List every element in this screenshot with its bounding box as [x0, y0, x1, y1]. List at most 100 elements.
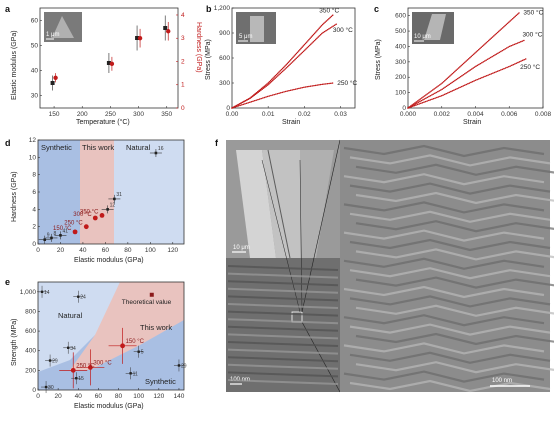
panel-f-mid-texture-stripe	[227, 356, 339, 363]
panel-c-scalebar-label: 10 μm	[414, 34, 431, 40]
panel-c-series-label: 250 °C	[520, 63, 540, 71]
panel-e-ref-point	[67, 346, 70, 349]
panel-e-ref-label: 11	[133, 371, 138, 377]
panel-c: c 10 μm 0.000 0.002 0.004 0.006 0.008 0 100 200…	[374, 4, 552, 126]
panel-d-thiswork-label: 300 °C	[73, 212, 92, 218]
panel-e-theory-label: Theoretical value	[122, 299, 172, 306]
panel-f-mid-texture-stripe	[227, 287, 339, 294]
panel-b-xtick-label: 0.02	[298, 111, 311, 118]
panel-c-curve-line	[407, 12, 520, 109]
panel-e-ref-label: 5	[141, 350, 144, 356]
panel-d-xtick-label: 0	[36, 247, 40, 254]
panel-c-xtick-label: 0.008	[535, 111, 552, 118]
panel-d-region-synthetic	[38, 140, 80, 244]
panel-a-marks	[50, 15, 171, 91]
panel-d-thiswork-point	[72, 229, 78, 235]
panel-e-ref-point	[77, 295, 80, 298]
panel-c-curve	[407, 39, 526, 109]
panel-a-ylabel: Elastic modulus (GPa)	[11, 30, 18, 100]
panel-e-xtick-label: 100	[133, 393, 144, 400]
panel-c-xtick-label: 0.004	[467, 111, 484, 118]
panel-f-texture	[227, 144, 554, 393]
panel-e-ref-label: 14	[44, 290, 50, 296]
panel-a-sem-pillar	[52, 16, 74, 38]
panel-f-texture-stripe	[349, 351, 551, 364]
panel-b-ytick-label: 600	[219, 55, 230, 62]
panel-d-ytick-label: 8	[32, 172, 36, 179]
panel-d-thiswork-point	[83, 224, 89, 230]
panel-a-y2tick-label: 2	[181, 58, 185, 65]
panel-f-texture-stripe	[343, 342, 545, 355]
panel-e-xlabel: Elastic modulus (GPa)	[74, 403, 144, 410]
panel-e-thiswork-label: 250 °C	[76, 363, 95, 369]
panel-d-xlabel: Elastic modulus (GPa)	[74, 257, 144, 264]
panel-f-mid-texture-stripe	[227, 272, 339, 279]
panel-d-ref-point	[59, 234, 62, 237]
panel-e-xtick-label: 20	[55, 393, 63, 400]
panel-e-thiswork-point	[70, 367, 76, 373]
panel-a-letter: a	[5, 4, 11, 14]
panel-c-curve-line	[407, 39, 525, 109]
panel-e-ref-label: 24	[80, 295, 86, 301]
panel-a-y2label: Hardness (GPa)	[195, 22, 202, 73]
panel-b-axes: 0.00 0.01 0.02 0.03 0 300 600 900 1,200	[214, 5, 348, 118]
panel-b-ytick-label: 900	[219, 30, 230, 37]
panel-c-letter: c	[374, 4, 379, 14]
panel-d-ref-label: 9	[47, 233, 50, 239]
panel-d-region-thiswork-label: This work	[82, 143, 114, 152]
panel-f-guide-line-b	[299, 159, 303, 313]
panel-a-frame	[39, 7, 179, 109]
panel-a-hardness-point	[53, 75, 58, 80]
panel-d-ref-label: 31	[116, 192, 122, 198]
panel-f-texture-stripe	[355, 332, 554, 346]
panel-a-hardness-point	[109, 61, 115, 67]
panel-f-scalebar-right-label: 100 nm	[492, 378, 512, 384]
panel-e-thiswork-label: 300 °C	[93, 360, 112, 366]
panel-f-mid-texture-stripe	[227, 341, 339, 347]
panel-e-region-thiswork-label: This work	[140, 323, 172, 332]
panel-f-texture-stripe	[343, 314, 545, 327]
panel-e-ytick-label: 600	[25, 328, 36, 335]
panel-d-ref-point	[113, 197, 116, 201]
panel-c-sem-pillar	[424, 14, 446, 40]
panel-a-y2tick-label: 0	[181, 105, 185, 112]
panel-d-ref-point	[154, 151, 158, 155]
panel-d-xtick-label: 120	[167, 247, 178, 254]
panel-a-ytick-label: 60	[31, 18, 39, 25]
panel-c-ytick-label: 0	[402, 105, 406, 112]
panel-f-mid-texture-stripe	[227, 318, 339, 325]
panel-e-xtick-label: 120	[153, 393, 164, 400]
panel-f-letter: f	[215, 138, 219, 148]
panel-f-texture-stripe	[343, 144, 545, 158]
panel-b-letter: b	[206, 4, 212, 14]
panel-a-modulus-point	[106, 61, 111, 65]
panel-c-ylabel: Stress (MPa)	[375, 39, 382, 80]
panel-f-texture-stripe	[349, 238, 551, 252]
panel-f-mid-texture-stripe	[227, 325, 339, 332]
panel-e-thiswork-point	[87, 365, 93, 370]
panel-a-xtick-label: 200	[77, 111, 88, 118]
panel-e-region-natural-label: Natural	[58, 311, 83, 320]
panel-d-thiswork-point	[99, 213, 105, 218]
panel-f-texture-stripe	[355, 191, 554, 205]
panel-f-texture-stripe	[355, 163, 554, 176]
panel-d-ytick-label: 10	[29, 154, 37, 161]
panel-f-mid-texture-stripe	[227, 348, 339, 355]
panel-b-xlabel: Strain	[282, 119, 300, 126]
panel-e-ylabel: Strength (MPa)	[11, 319, 18, 366]
panel-d-ylabel: Hardness (GPa)	[11, 171, 18, 222]
panel-d-ref-point	[50, 236, 53, 240]
panel-e-axes: 0 20 40 60 80 100 120 140 0 200 400 600 800 1,000	[20, 289, 185, 400]
panel-f-texture-stripe	[349, 210, 551, 223]
panel-b-xtick-label: 0.03	[334, 111, 347, 118]
panel-e-ref-point	[40, 290, 44, 294]
panel-b-series-label: 250 °C	[337, 79, 357, 87]
panel-f-texture-stripe	[343, 229, 545, 242]
panel-e-ref-label: 30	[48, 385, 54, 391]
panel-b-marks: 350 °C 300 °C 250 °C	[231, 7, 358, 109]
panel-f-mid-texture-stripe	[227, 265, 339, 271]
panel-d-xtick-label: 20	[57, 247, 65, 254]
panel-d: d Synthetic This work Natural 0 20 40 60 80 1…	[5, 137, 185, 264]
panel-b-ytick-label: 1,200	[214, 5, 231, 12]
